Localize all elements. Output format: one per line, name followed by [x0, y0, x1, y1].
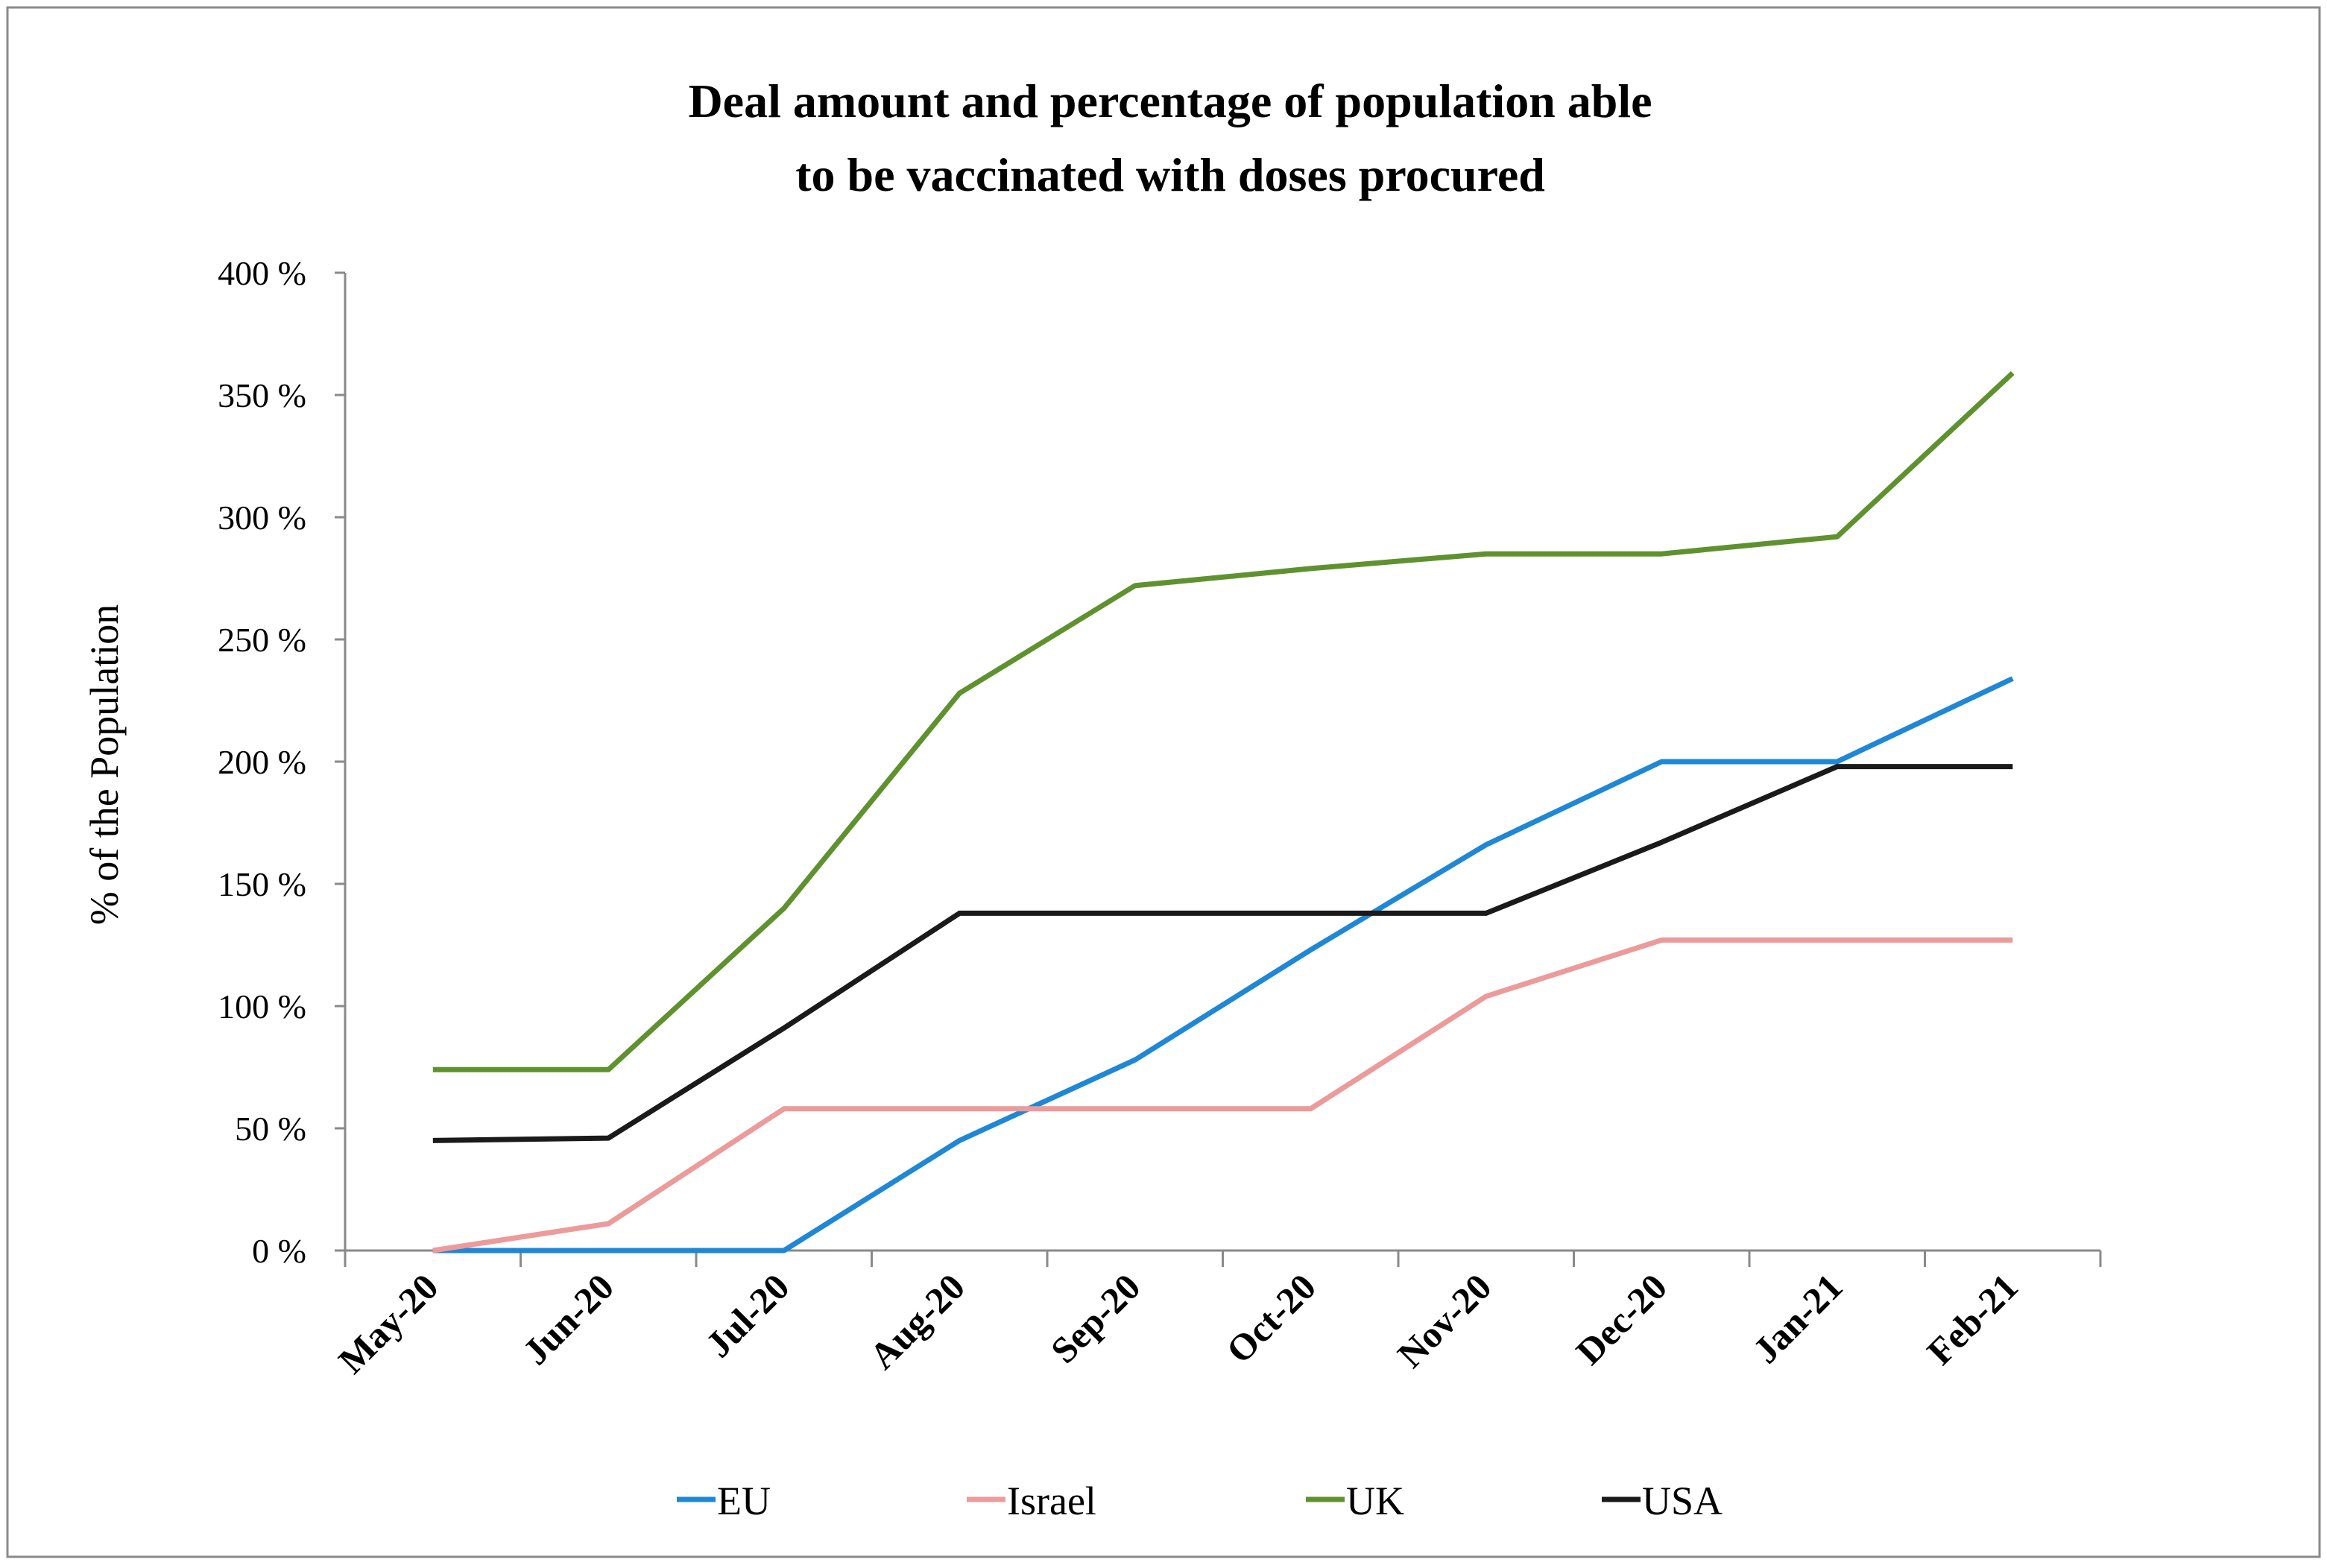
- legend-label-uk: UK: [1346, 1479, 1404, 1523]
- y-tick-label: 150 %: [218, 865, 306, 903]
- y-tick-label: 200 %: [218, 743, 306, 781]
- series-line-usa: [432, 764, 2013, 1143]
- series-line-israel: [432, 937, 2013, 1254]
- y-tick-label: 350 %: [218, 376, 306, 414]
- series-line-eu: [432, 676, 2014, 1254]
- y-tick-label: 400 %: [218, 254, 306, 292]
- legend-label-usa: USA: [1642, 1479, 1723, 1523]
- y-tick-label: 300 %: [218, 499, 306, 537]
- y-tick-label: 100 %: [218, 987, 306, 1025]
- legend: EU Israel UK USA: [677, 1479, 1723, 1523]
- chart-title-line-1: Deal amount and percentage of population…: [688, 75, 1652, 127]
- legend-label-eu: EU: [717, 1479, 771, 1523]
- y-tick-label: 0 %: [252, 1232, 306, 1270]
- legend-label-israel: Israel: [1007, 1479, 1096, 1523]
- y-tick-label: 50 %: [235, 1110, 306, 1148]
- series-line-uk: [432, 370, 2015, 1072]
- chart-title-line-2: to be vaccinated with doses procured: [795, 148, 1545, 201]
- y-axis-ticks: 0 % 50 % 100 % 150 % 200 % 250 % 300 % 350 % 400…: [218, 254, 345, 1270]
- series-lines: [432, 370, 2015, 1254]
- y-axis-label: % of the Population: [82, 604, 127, 925]
- chart-border: [6, 6, 2321, 1558]
- y-tick-label: 250 %: [218, 621, 306, 659]
